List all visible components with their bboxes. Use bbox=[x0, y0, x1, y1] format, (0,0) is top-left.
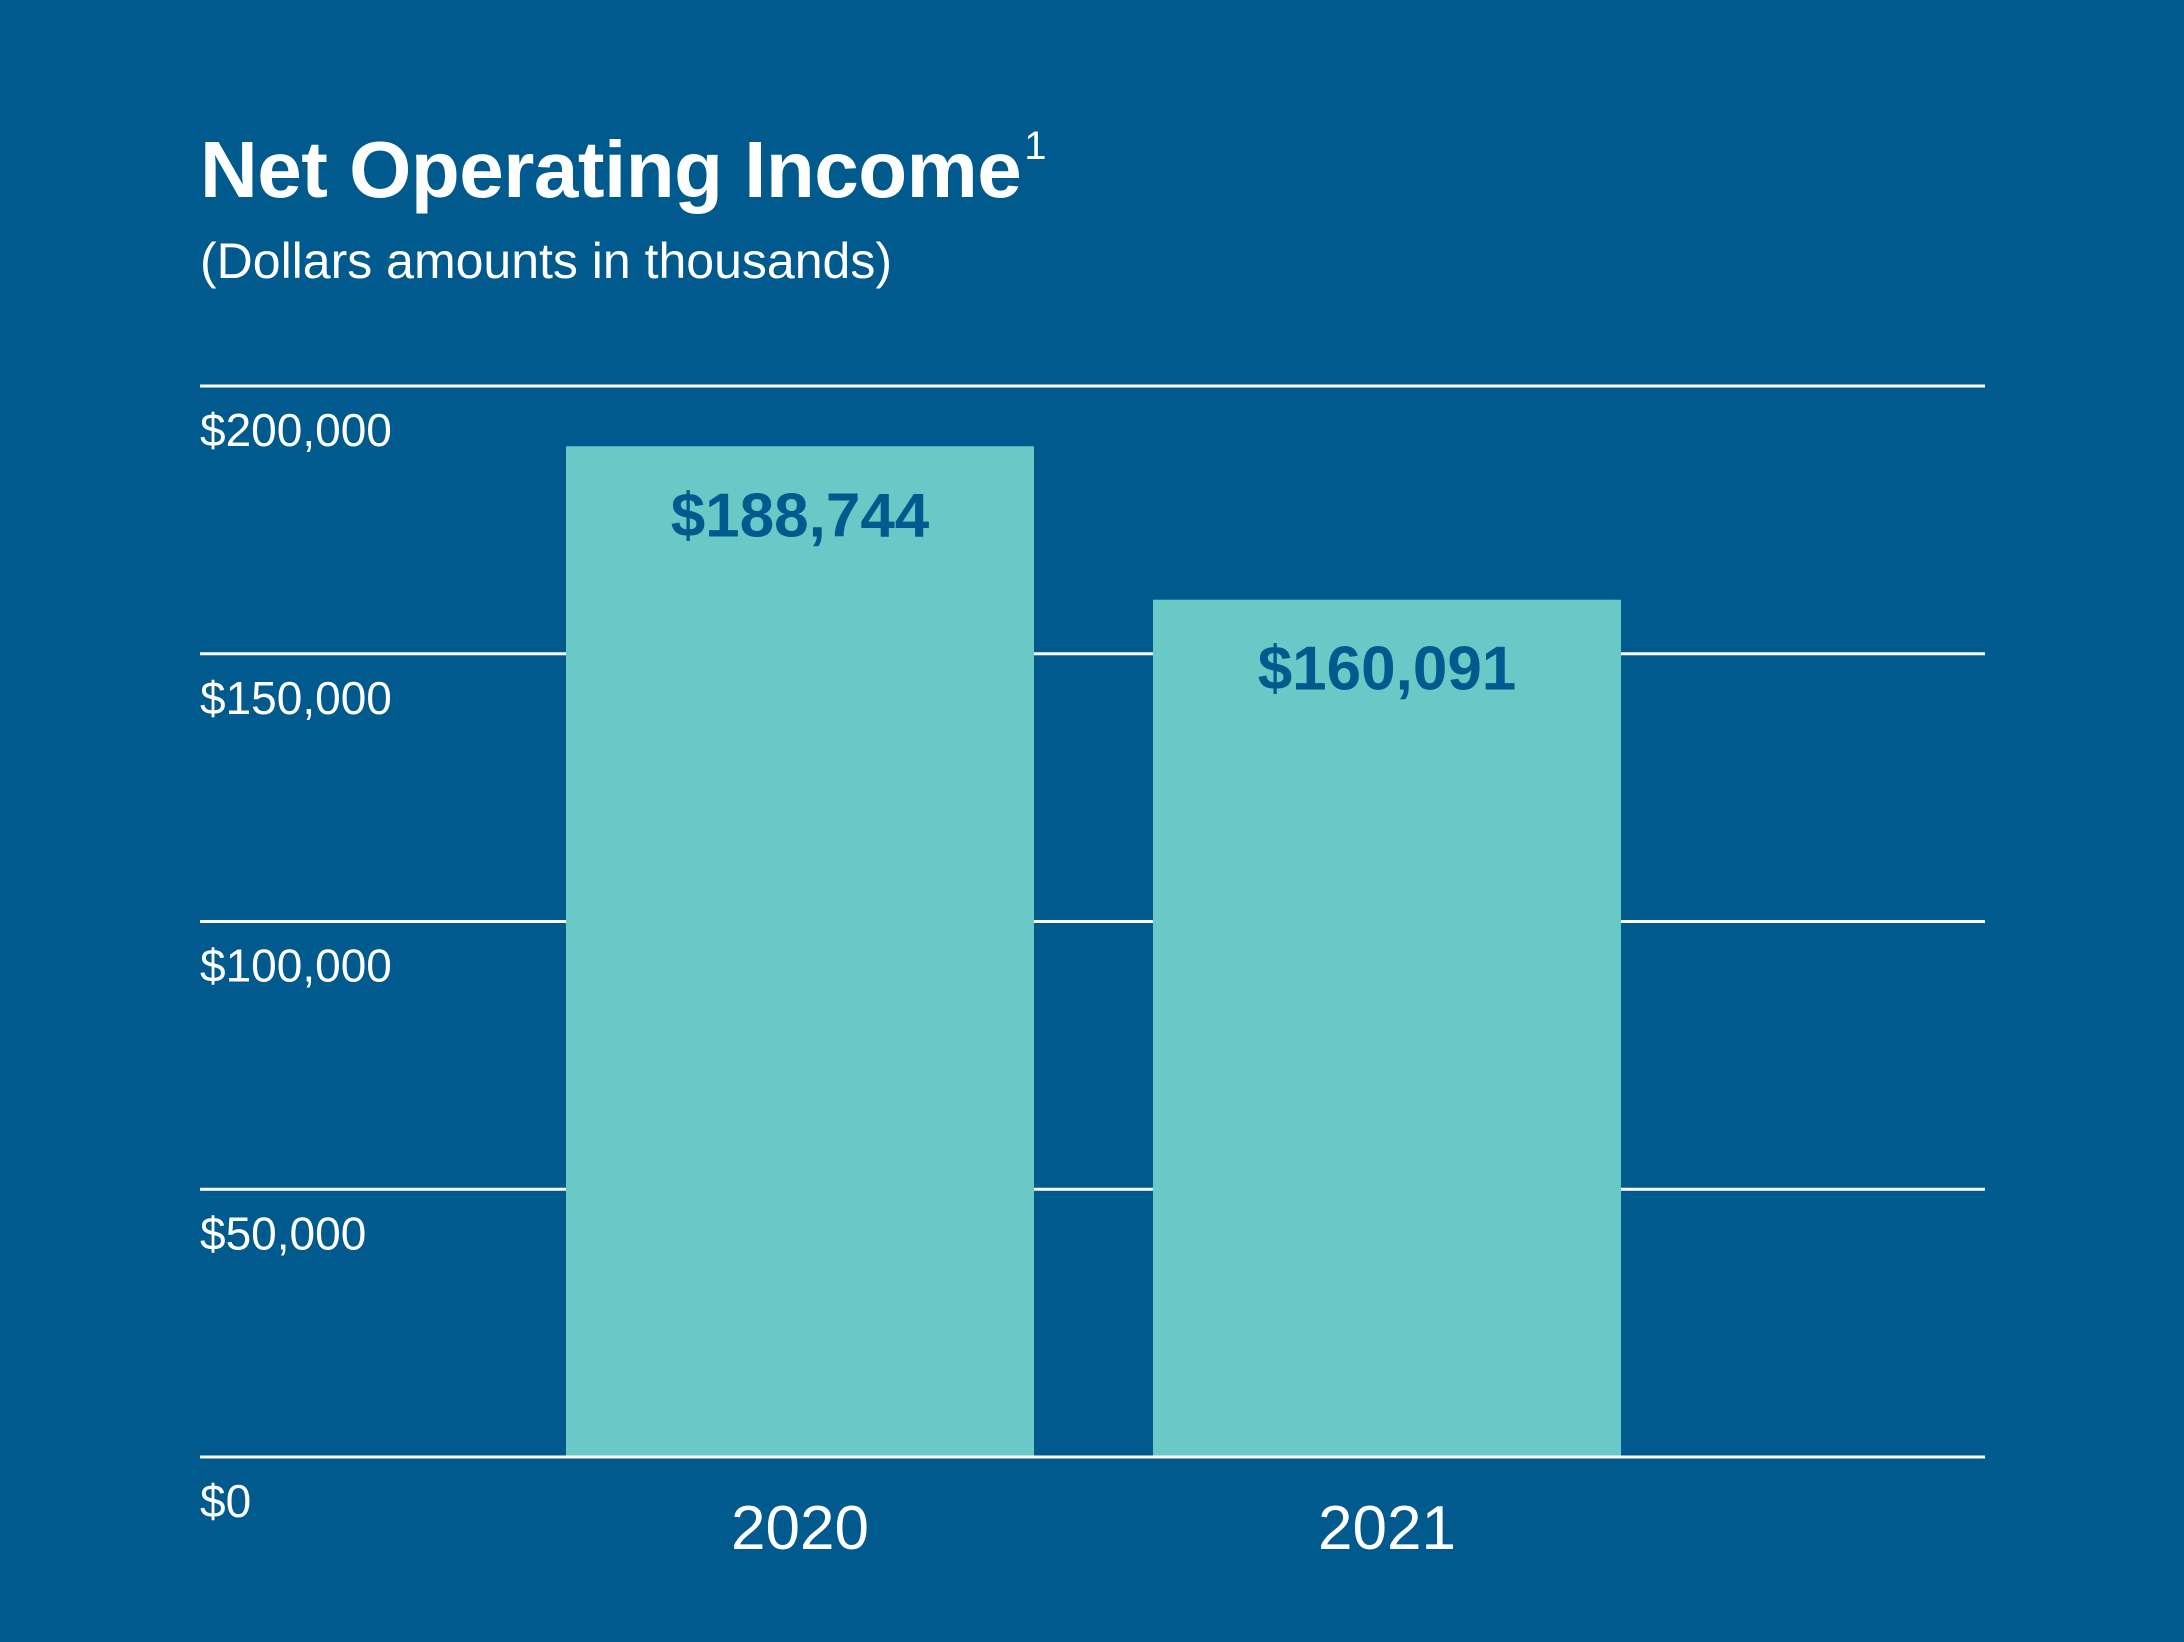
chart-title: Net Operating Income1 bbox=[200, 126, 1046, 210]
y-tick-label: $50,000 bbox=[200, 1207, 366, 1259]
chart-title-text: Net Operating Income bbox=[200, 125, 1022, 214]
data-label-2021: $160,091 bbox=[1258, 635, 1517, 704]
gridlines bbox=[200, 384, 1985, 1459]
bar-2021 bbox=[1153, 599, 1621, 1456]
x-tick-label-2020: 2020 bbox=[731, 1494, 869, 1563]
y-tick-label: $150,000 bbox=[200, 672, 392, 724]
y-tick-label: $0 bbox=[200, 1475, 251, 1527]
y-tick-label: $100,000 bbox=[200, 940, 392, 992]
chart-subtitle: (Dollars amounts in thousands) bbox=[200, 233, 892, 289]
data-label-2020: $188,744 bbox=[671, 481, 930, 550]
title-footnote-marker: 1 bbox=[1024, 124, 1046, 168]
bars bbox=[566, 446, 1621, 1456]
x-tick-label-2021: 2021 bbox=[1318, 1494, 1456, 1563]
bar-2020 bbox=[566, 446, 1034, 1456]
labels: $0 $50,000 $100,000 $150,000 $200,000 $188,74… bbox=[200, 404, 1516, 1563]
y-tick-label: $200,000 bbox=[200, 404, 392, 456]
